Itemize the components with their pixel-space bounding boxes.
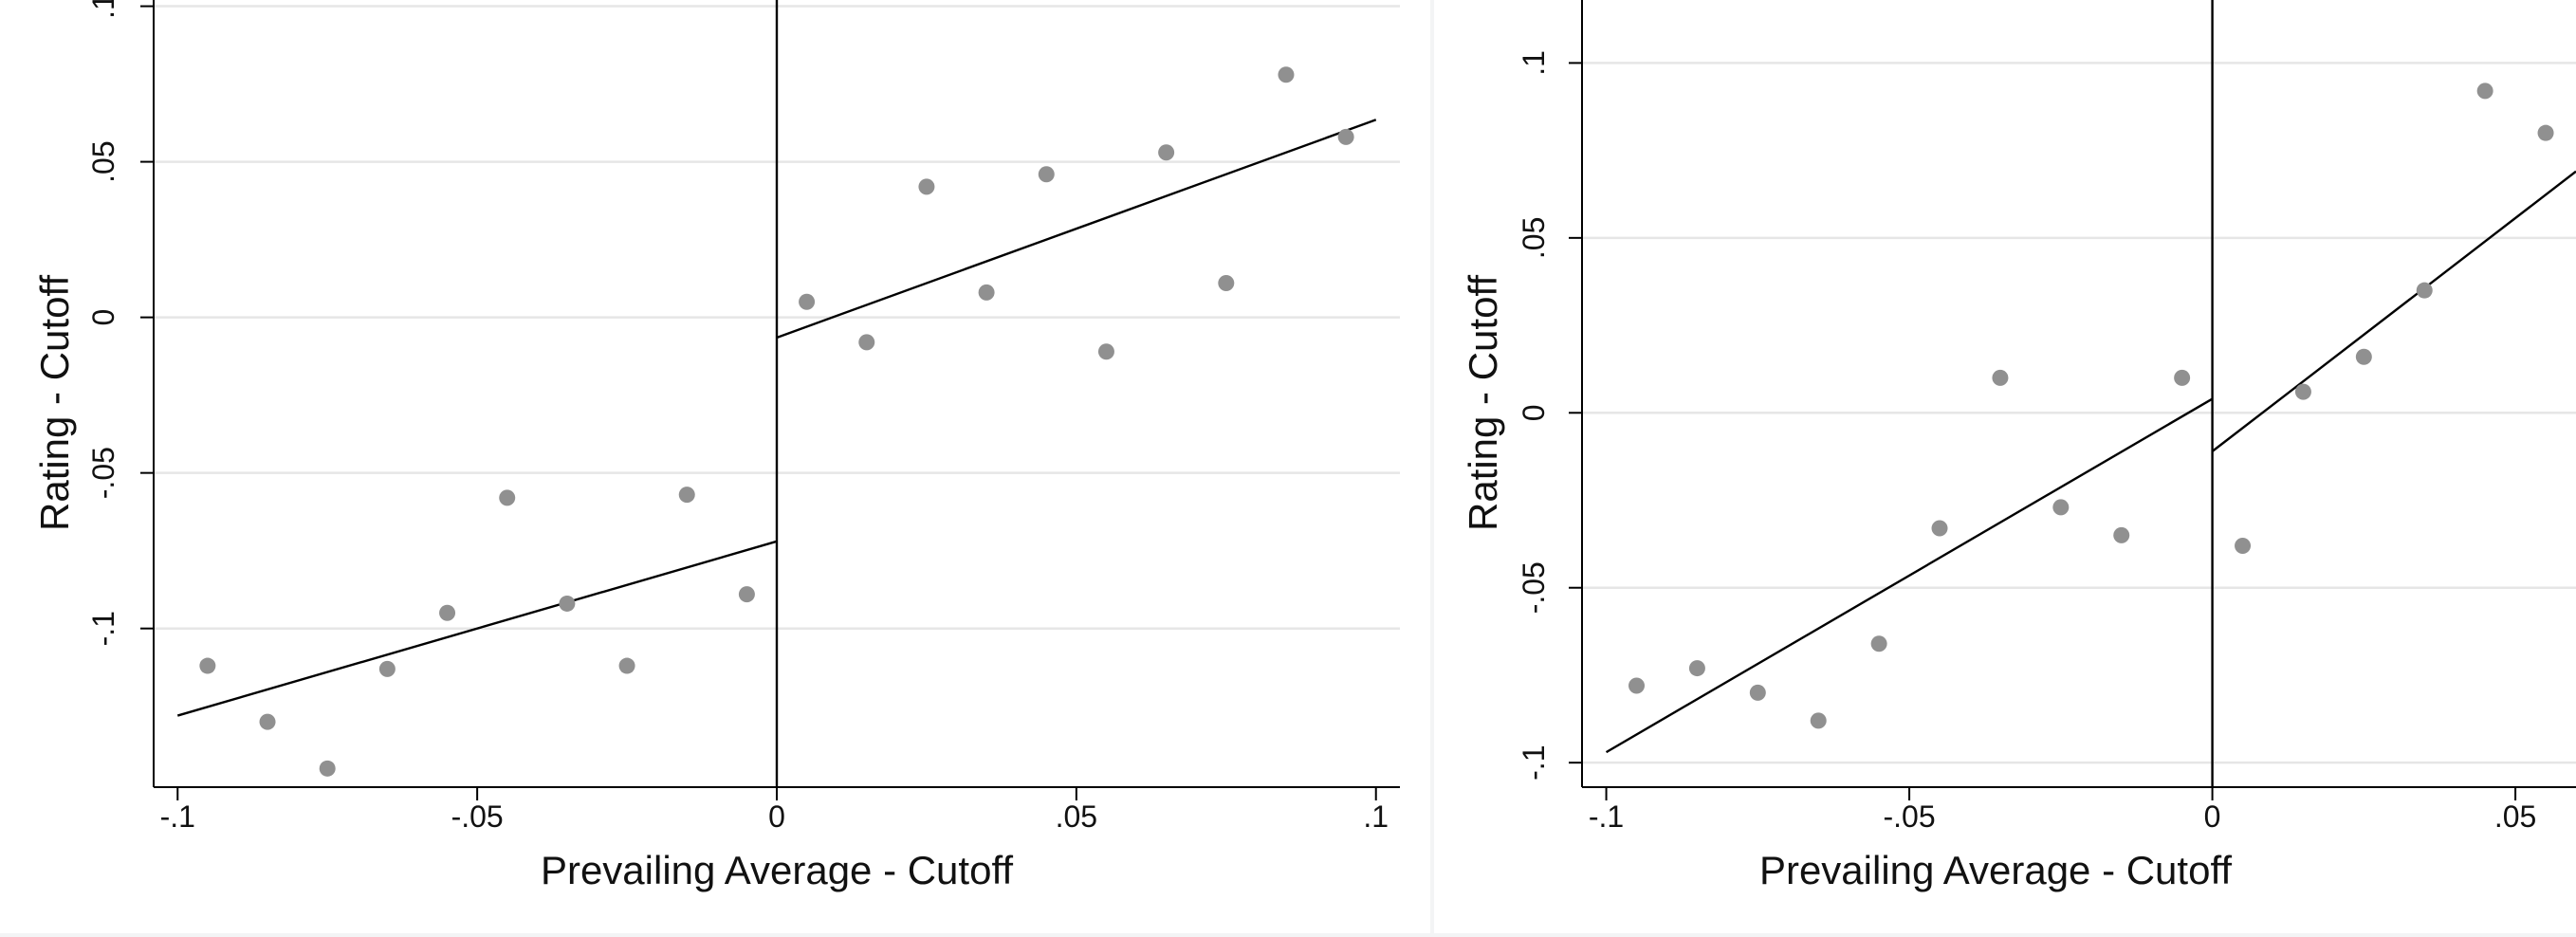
fit-line-left (1605, 397, 2214, 754)
data-point (2537, 124, 2554, 141)
data-point (378, 660, 396, 677)
data-point (1097, 343, 1114, 360)
y-tick-label: 0 (1517, 404, 1551, 421)
x-axis-title: Prevailing Average - Cutoff (541, 848, 1013, 892)
x-tick-label: 0 (768, 799, 785, 834)
data-point (319, 760, 336, 777)
x-tick-label: -.05 (451, 799, 504, 834)
x-tick-label: .05 (2494, 799, 2536, 834)
y-tick-label: .1 (86, 0, 120, 19)
panel-background (0, 0, 1430, 933)
y-tick-label: -.1 (86, 611, 120, 646)
y-axis-title: Rating - Cutoff (32, 275, 77, 531)
fit-line-right (2211, 170, 2576, 452)
x-axis-title: Prevailing Average - Cutoff (1759, 848, 2232, 892)
data-point (2113, 526, 2130, 543)
data-point (559, 595, 576, 612)
x-tick-label: -.1 (1589, 799, 1624, 834)
data-point (738, 586, 755, 603)
x-tick-label: .05 (1056, 799, 1097, 834)
panel-background (1434, 0, 2576, 933)
data-point (799, 293, 816, 310)
data-point (1749, 684, 1766, 701)
data-point (618, 657, 635, 674)
chart-panel-right: -.1 -.05 0 .05 -.1 -.05 0 .05 .1 Prevailing Avera… (1434, 0, 2576, 933)
data-point (978, 284, 995, 301)
data-point (858, 334, 875, 351)
data-point (1218, 275, 1235, 292)
data-point (1992, 369, 2009, 386)
data-point (199, 657, 216, 674)
chart-panel-left: -.1 -.05 0 .05 .1 -.1 -.05 0 .05 .1 Prevailing Ave… (0, 0, 1430, 933)
x-tick-label: 0 (2204, 799, 2221, 834)
data-point (2355, 348, 2372, 365)
fit-line-right (776, 119, 1377, 340)
data-point (499, 489, 516, 506)
y-tick-label: .1 (1517, 50, 1551, 76)
data-point (2416, 282, 2433, 299)
data-point (1931, 520, 1948, 537)
data-point (1278, 66, 1295, 83)
data-point (2294, 383, 2311, 400)
x-tick-label: .1 (1363, 799, 1389, 834)
y-axis-title: Rating - Cutoff (1461, 275, 1505, 531)
data-point (1038, 166, 1055, 183)
y-tick-label: .05 (1517, 217, 1551, 259)
data-point (1337, 128, 1354, 145)
data-point (2052, 499, 2070, 516)
x-tick-label: -.05 (1884, 799, 1936, 834)
data-point (1628, 677, 1646, 694)
y-tick-label: .05 (86, 140, 120, 182)
data-point (918, 178, 935, 195)
data-point (1810, 712, 1827, 729)
data-point (439, 604, 456, 621)
data-point (2174, 369, 2191, 386)
data-point (678, 487, 695, 504)
y-tick-label: 0 (86, 309, 120, 326)
data-point (2235, 537, 2252, 554)
data-point (1688, 660, 1705, 677)
data-point (2476, 83, 2493, 100)
y-tick-label: -.05 (86, 447, 120, 499)
y-tick-label: -.05 (1517, 561, 1551, 614)
fit-line-left (176, 540, 778, 717)
data-point (1870, 635, 1887, 652)
y-tick-label: -.1 (1517, 745, 1551, 781)
data-point (1158, 144, 1175, 161)
x-tick-label: -.1 (160, 799, 195, 834)
data-point (259, 713, 276, 730)
